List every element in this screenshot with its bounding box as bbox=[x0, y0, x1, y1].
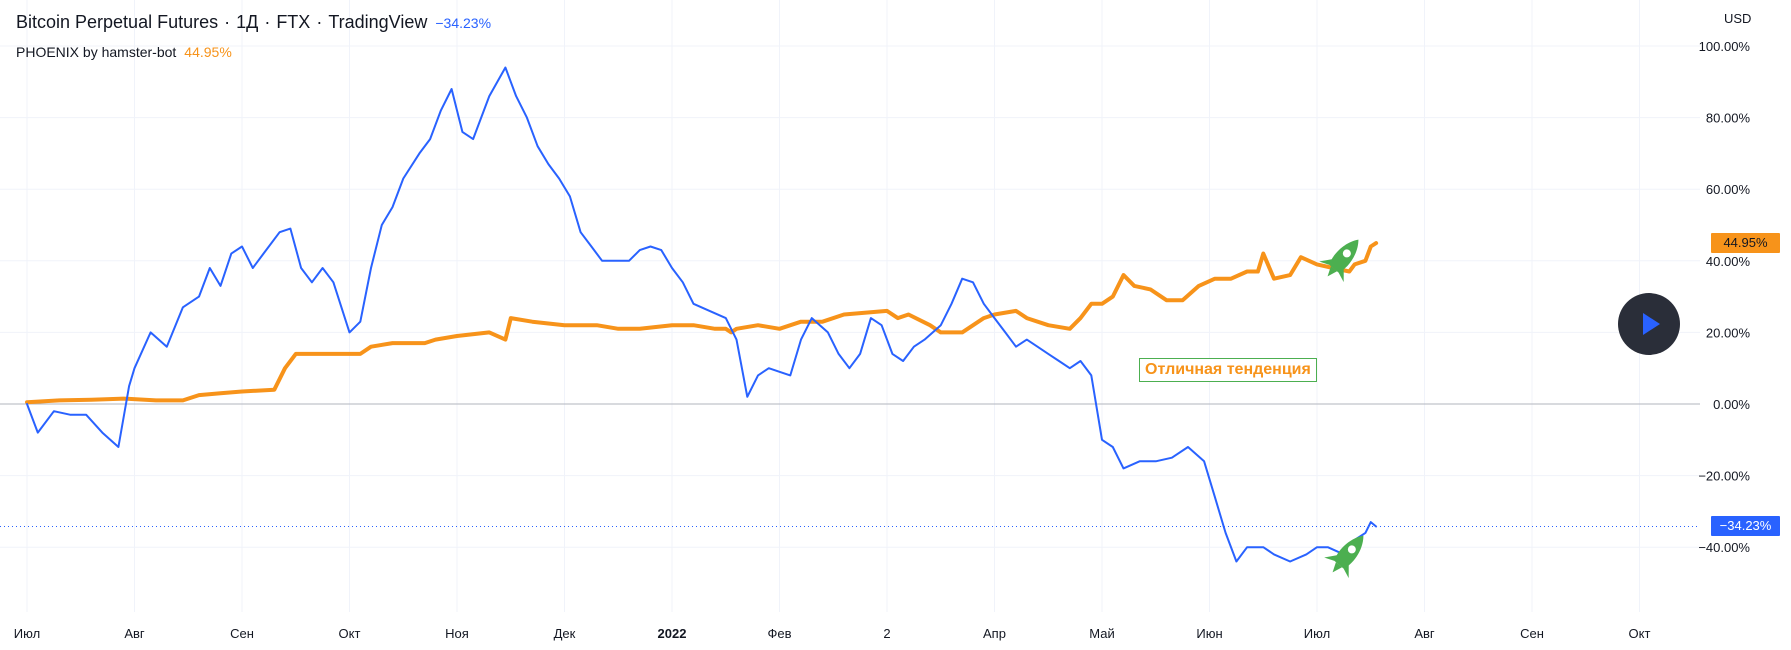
x-tick-label: Апр bbox=[983, 626, 1006, 641]
x-tick-label: Июл bbox=[14, 626, 40, 641]
annotation-label[interactable]: Отличная тенденция bbox=[1139, 358, 1317, 382]
exchange: FTX bbox=[276, 12, 311, 32]
x-tick-label: 2022 bbox=[658, 626, 687, 641]
y-tick-label: 60.00% bbox=[1706, 182, 1751, 197]
y-axis: 100.00% 80.00% 60.00% 40.00% 20.00% 0.00% −20.… bbox=[1698, 39, 1750, 555]
interval[interactable]: 1Д bbox=[236, 12, 259, 32]
indicator-series-line[interactable] bbox=[25, 241, 1379, 405]
grid bbox=[0, 0, 1700, 612]
indicator-value: 44.95% bbox=[184, 44, 232, 60]
y-tick-label: 100.00% bbox=[1699, 39, 1751, 54]
x-tick-label: Дек bbox=[554, 626, 576, 641]
last-price-tag: −34.23% bbox=[1711, 516, 1780, 536]
x-tick-label: Май bbox=[1089, 626, 1114, 641]
y-tick-label: 80.00% bbox=[1706, 111, 1751, 126]
rocket-icon bbox=[1324, 535, 1364, 579]
x-tick-label: Авг bbox=[124, 626, 145, 641]
x-tick-label: Ноя bbox=[445, 626, 469, 641]
play-icon bbox=[1643, 313, 1660, 335]
x-tick-label: Июл bbox=[1304, 626, 1330, 641]
x-tick-label: 2 bbox=[883, 626, 890, 641]
y-tick-label: 0.00% bbox=[1713, 397, 1750, 412]
symbol-name[interactable]: Bitcoin Perpetual Futures bbox=[16, 12, 219, 32]
indicator-name[interactable]: PHOENIX by hamster-bot bbox=[16, 44, 177, 60]
indicator-price-tag: 44.95% bbox=[1711, 233, 1780, 253]
y-tick-label: 20.00% bbox=[1706, 325, 1751, 340]
zero-line bbox=[0, 403, 1700, 528]
btc-series-line[interactable] bbox=[26, 66, 1378, 563]
x-tick-label: Июн bbox=[1196, 626, 1222, 641]
y-tick-label: −20.00% bbox=[1698, 469, 1750, 484]
rocket-icon bbox=[1319, 239, 1359, 283]
indicator-legend: PHOENIX by hamster-bot 44.95% bbox=[16, 44, 232, 60]
data-source: TradingView bbox=[328, 12, 428, 32]
chart-legend: Bitcoin Perpetual Futures · 1Д · FTX · Trading… bbox=[16, 12, 492, 32]
x-tick-label: Сен bbox=[230, 626, 254, 641]
currency-label[interactable]: USD bbox=[1724, 11, 1752, 26]
x-tick-label: Сен bbox=[1520, 626, 1544, 641]
x-tick-label: Окт bbox=[1629, 626, 1651, 641]
y-tick-label: 40.00% bbox=[1706, 254, 1751, 269]
x-tick-label: Окт bbox=[339, 626, 361, 641]
price-change: −34.23% bbox=[435, 15, 492, 31]
x-tick-label: Авг bbox=[1414, 626, 1435, 641]
x-axis: Июл Авг Сен Окт Ноя Дек 2022 Фев 2 Апр Май Июн Июл Ав… bbox=[14, 626, 1651, 641]
play-button[interactable] bbox=[1618, 293, 1680, 355]
y-tick-label: −40.00% bbox=[1698, 540, 1750, 555]
x-tick-label: Фев bbox=[767, 626, 791, 641]
series-layer bbox=[25, 66, 1379, 563]
